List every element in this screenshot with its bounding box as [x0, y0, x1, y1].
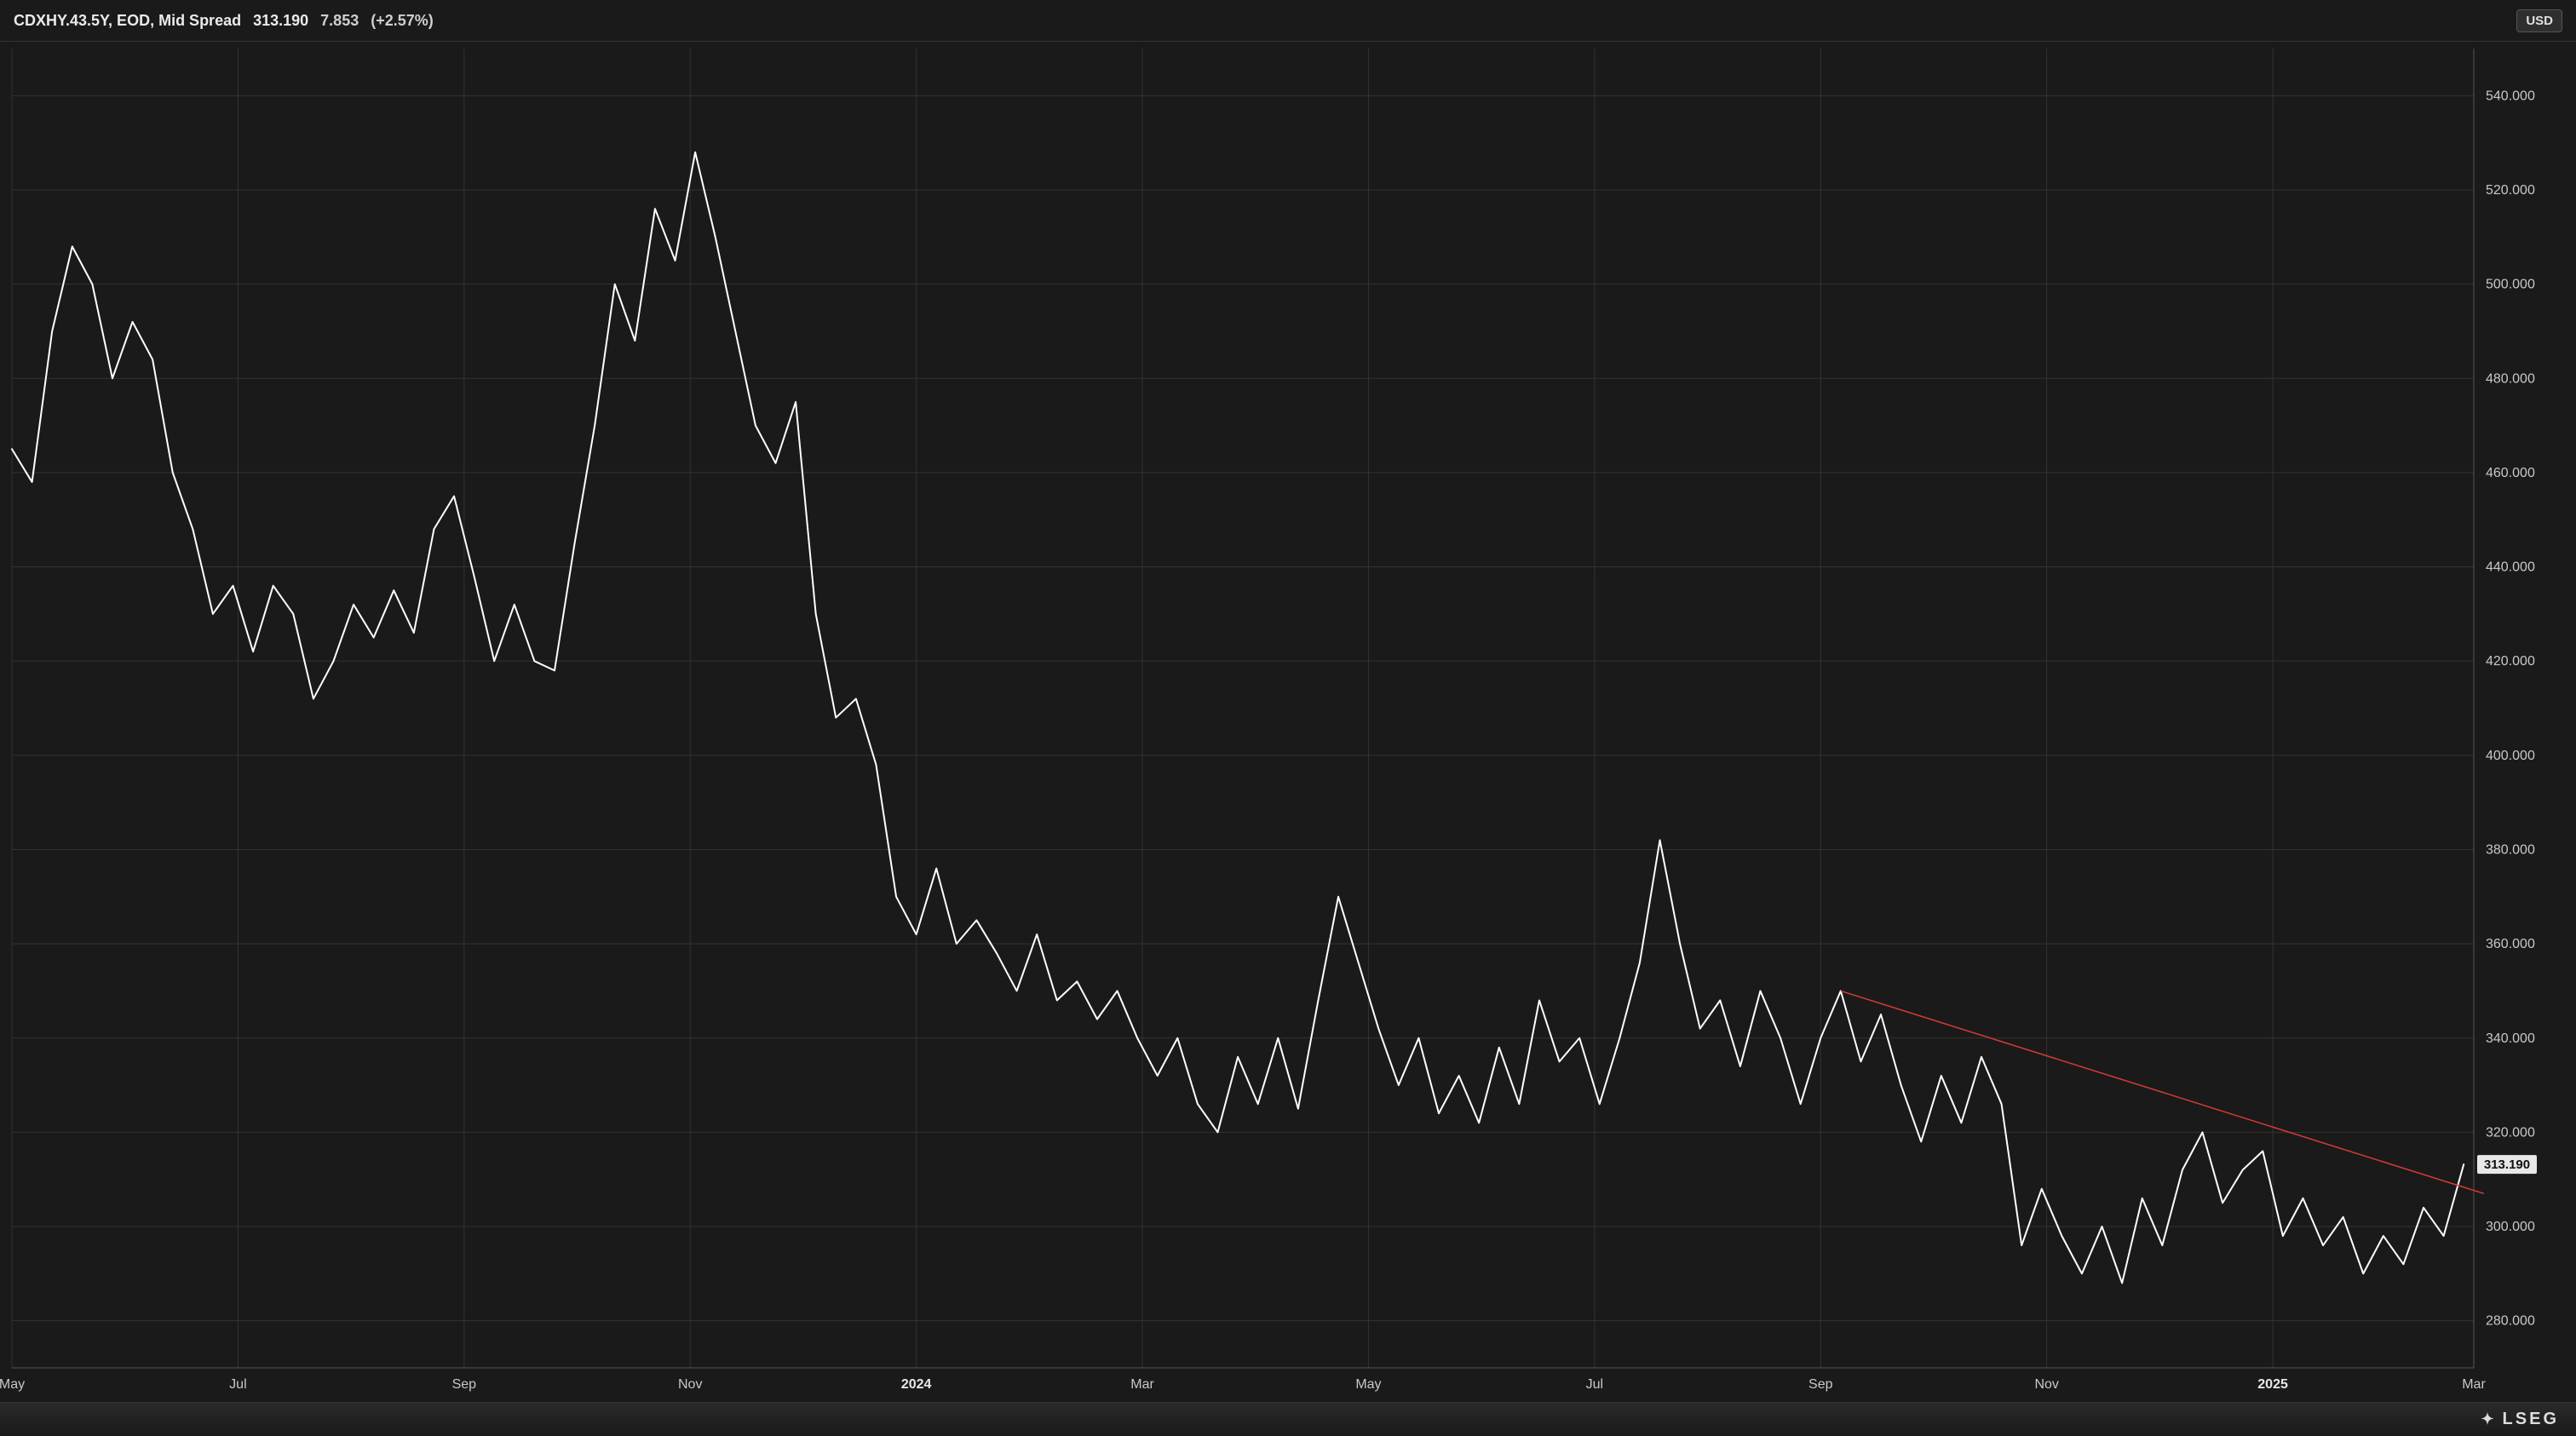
- svg-text:Mar: Mar: [1130, 1377, 1154, 1392]
- currency-badge[interactable]: USD: [2516, 9, 2562, 32]
- price-chart[interactable]: 280.000 300.000 320.000 340.000 360.000 380.0…: [0, 42, 2576, 1402]
- svg-text:May: May: [0, 1377, 25, 1392]
- svg-text:440.000: 440.000: [2486, 560, 2535, 575]
- svg-text:May: May: [1355, 1377, 1381, 1392]
- svg-text:480.000: 480.000: [2486, 371, 2535, 386]
- svg-text:380.000: 380.000: [2486, 842, 2535, 857]
- svg-text:340.000: 340.000: [2486, 1031, 2535, 1046]
- svg-text:Sep: Sep: [452, 1377, 477, 1392]
- svg-text:313.190: 313.190: [2484, 1157, 2530, 1172]
- chart-header: CDXHY.43.5Y, EOD, Mid Spread 313.190 7.8…: [0, 0, 2576, 41]
- svg-text:2024: 2024: [901, 1377, 932, 1392]
- svg-text:Nov: Nov: [678, 1377, 702, 1392]
- svg-text:280.000: 280.000: [2486, 1314, 2535, 1329]
- brand-text: LSEG: [2503, 1410, 2559, 1429]
- svg-text:Mar: Mar: [2462, 1377, 2486, 1392]
- svg-text:420.000: 420.000: [2486, 654, 2535, 669]
- svg-text:460.000: 460.000: [2486, 466, 2535, 480]
- svg-text:360.000: 360.000: [2486, 937, 2535, 951]
- last-price-label: 313.190: [253, 12, 308, 30]
- change-label: 7.853: [320, 12, 359, 30]
- symbol-label: CDXHY.43.5Y, EOD, Mid Spread: [14, 12, 241, 30]
- brand-icon: ✦: [2481, 1410, 2493, 1428]
- chart-area[interactable]: 280.000 300.000 320.000 340.000 360.000 380.0…: [0, 41, 2576, 1402]
- svg-text:520.000: 520.000: [2486, 183, 2535, 198]
- svg-text:320.000: 320.000: [2486, 1125, 2535, 1140]
- svg-text:Nov: Nov: [2034, 1377, 2058, 1392]
- svg-text:400.000: 400.000: [2486, 749, 2535, 763]
- svg-text:2025: 2025: [2257, 1377, 2288, 1392]
- svg-text:300.000: 300.000: [2486, 1220, 2535, 1234]
- svg-text:540.000: 540.000: [2486, 89, 2535, 103]
- svg-text:500.000: 500.000: [2486, 278, 2535, 292]
- brand-bar: ✦ LSEG: [0, 1402, 2576, 1436]
- svg-text:Sep: Sep: [1808, 1377, 1833, 1392]
- svg-text:Jul: Jul: [229, 1377, 246, 1392]
- svg-text:Jul: Jul: [1586, 1377, 1603, 1392]
- change-pct-label: (+2.57%): [371, 12, 434, 30]
